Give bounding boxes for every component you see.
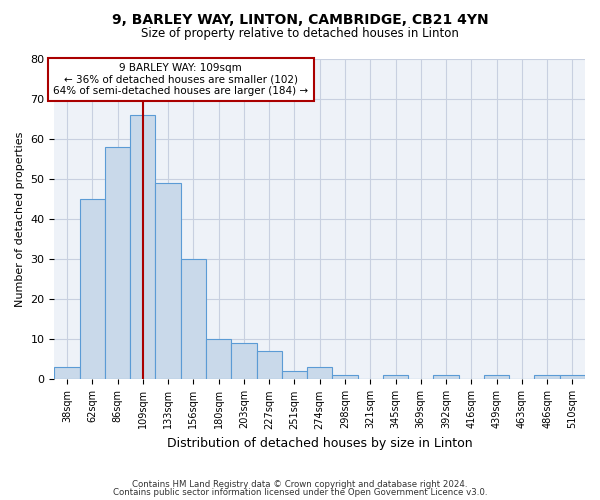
Bar (55, 368, 80, 380)
Bar (105, 147, 130, 380)
Text: 9, BARLEY WAY, LINTON, CAMBRIDGE, CB21 4YN: 9, BARLEY WAY, LINTON, CAMBRIDGE, CB21 4… (112, 12, 488, 26)
Bar (560, 376, 585, 380)
Y-axis label: Number of detached properties: Number of detached properties (15, 132, 25, 307)
Bar (433, 376, 458, 380)
Bar (181, 260, 206, 380)
Bar (535, 376, 560, 380)
Text: Size of property relative to detached houses in Linton: Size of property relative to detached ho… (141, 28, 459, 40)
Bar (307, 368, 332, 380)
Bar (332, 376, 358, 380)
X-axis label: Distribution of detached houses by size in Linton: Distribution of detached houses by size … (167, 437, 473, 450)
Text: 9 BARLEY WAY: 109sqm
← 36% of detached houses are smaller (102)
64% of semi-deta: 9 BARLEY WAY: 109sqm ← 36% of detached h… (53, 63, 308, 96)
Text: Contains HM Land Registry data © Crown copyright and database right 2024.: Contains HM Land Registry data © Crown c… (132, 480, 468, 489)
Bar (282, 372, 307, 380)
Bar (80, 199, 105, 380)
Bar (231, 344, 257, 380)
Bar (155, 183, 181, 380)
Bar (257, 352, 282, 380)
Bar (383, 376, 408, 380)
Text: Contains public sector information licensed under the Open Government Licence v3: Contains public sector information licen… (113, 488, 487, 497)
Bar (484, 376, 509, 380)
Bar (130, 115, 155, 380)
Bar (206, 340, 231, 380)
